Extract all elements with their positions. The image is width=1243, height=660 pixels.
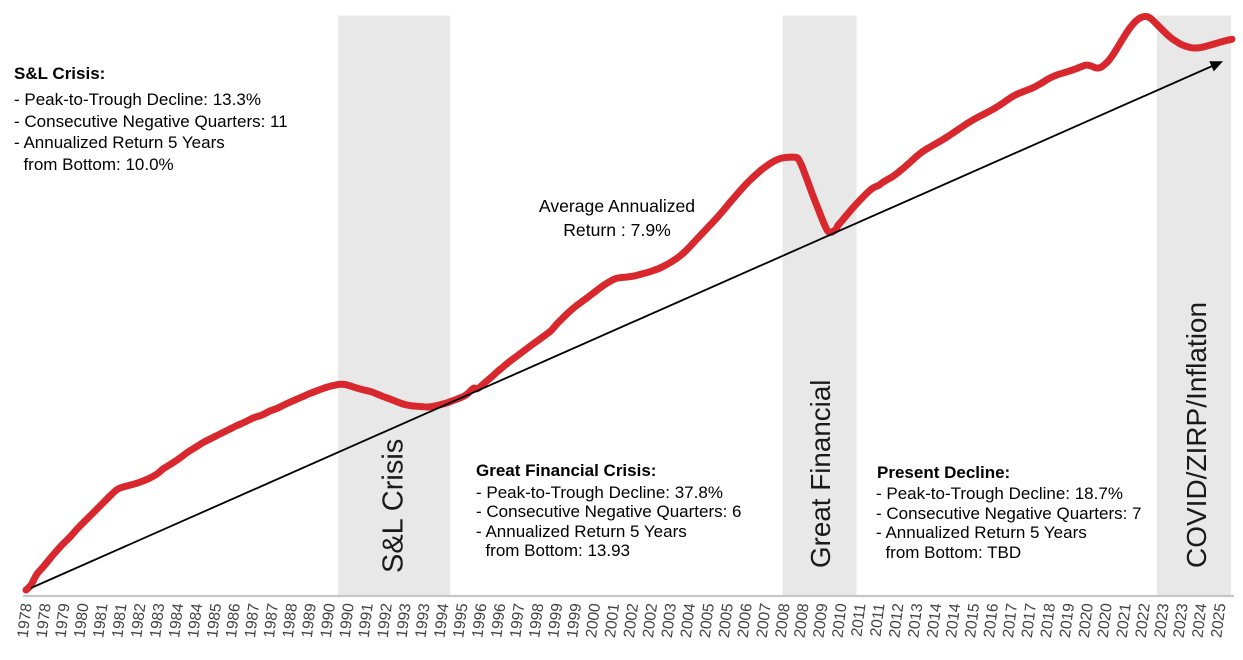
svg-text:2014: 2014	[924, 602, 945, 639]
svg-text:2008: 2008	[773, 602, 794, 638]
svg-text:1991: 1991	[356, 602, 377, 638]
svg-text:2025: 2025	[1208, 602, 1229, 638]
svg-text:1982: 1982	[128, 602, 149, 638]
svg-text:Great Financial: Great Financial	[805, 380, 836, 568]
svg-text:2017: 2017	[1000, 602, 1021, 638]
svg-text:1996: 1996	[488, 602, 509, 638]
svg-text:1984: 1984	[185, 602, 206, 639]
svg-text:1990: 1990	[318, 602, 339, 639]
svg-text:2023: 2023	[1171, 602, 1192, 638]
svg-text:2001: 2001	[602, 602, 623, 638]
svg-text:1983: 1983	[147, 602, 168, 638]
svg-text:1994: 1994	[431, 602, 452, 639]
svg-text:1990: 1990	[337, 602, 358, 639]
svg-text:2020: 2020	[1076, 602, 1097, 639]
svg-text:1998: 1998	[526, 602, 547, 638]
svg-text:S&L Crisis: S&L Crisis	[378, 439, 410, 573]
svg-text:1981: 1981	[90, 602, 111, 638]
svg-text:2011: 2011	[868, 602, 889, 637]
svg-text:1986: 1986	[223, 602, 244, 638]
svg-text:1980: 1980	[71, 602, 92, 639]
svg-text:1987: 1987	[242, 602, 263, 638]
svg-text:1988: 1988	[280, 602, 301, 638]
svg-text:2007: 2007	[754, 602, 775, 638]
svg-text:COVID/ZIRP/Inflation: COVID/ZIRP/Inflation	[1181, 302, 1212, 568]
svg-text:2019: 2019	[1057, 602, 1078, 638]
svg-text:2008: 2008	[791, 602, 812, 638]
svg-text:1987: 1987	[261, 602, 282, 638]
svg-text:2006: 2006	[735, 602, 756, 638]
svg-text:2002: 2002	[621, 602, 642, 638]
svg-text:1993: 1993	[412, 602, 433, 638]
svg-text:1999: 1999	[545, 602, 566, 638]
svg-text:2013: 2013	[905, 602, 926, 638]
svg-text:1997: 1997	[507, 602, 528, 638]
svg-text:2018: 2018	[1038, 602, 1059, 638]
svg-text:2021: 2021	[1114, 602, 1135, 638]
svg-text:2009: 2009	[810, 602, 831, 638]
svg-text:2011: 2011	[849, 602, 870, 637]
svg-text:1978: 1978	[34, 602, 55, 638]
svg-text:2005: 2005	[697, 602, 718, 638]
svg-text:2000: 2000	[583, 602, 604, 639]
svg-text:2024: 2024	[1189, 602, 1210, 639]
svg-text:2003: 2003	[659, 602, 680, 638]
svg-text:2020: 2020	[1095, 602, 1116, 639]
svg-text:2004: 2004	[678, 602, 699, 639]
svg-text:2005: 2005	[716, 602, 737, 638]
svg-text:2002: 2002	[640, 602, 661, 638]
svg-text:1989: 1989	[299, 602, 320, 638]
svg-text:2015: 2015	[962, 602, 983, 638]
svg-text:2014: 2014	[943, 602, 964, 639]
svg-text:2017: 2017	[1019, 602, 1040, 638]
svg-text:2012: 2012	[886, 602, 907, 638]
svg-text:2023: 2023	[1152, 602, 1173, 638]
svg-text:1999: 1999	[564, 602, 585, 638]
svg-text:1985: 1985	[204, 602, 225, 638]
svg-text:1981: 1981	[109, 602, 130, 638]
svg-text:1993: 1993	[394, 602, 415, 638]
svg-text:2010: 2010	[829, 602, 850, 639]
svg-text:2016: 2016	[981, 602, 1002, 638]
svg-text:1978: 1978	[15, 602, 36, 638]
svg-text:1995: 1995	[450, 602, 471, 638]
svg-text:1979: 1979	[52, 602, 73, 638]
svg-text:1984: 1984	[166, 602, 187, 639]
svg-text:1992: 1992	[375, 602, 396, 638]
svg-text:1996: 1996	[469, 602, 490, 638]
svg-text:2022: 2022	[1133, 602, 1154, 638]
